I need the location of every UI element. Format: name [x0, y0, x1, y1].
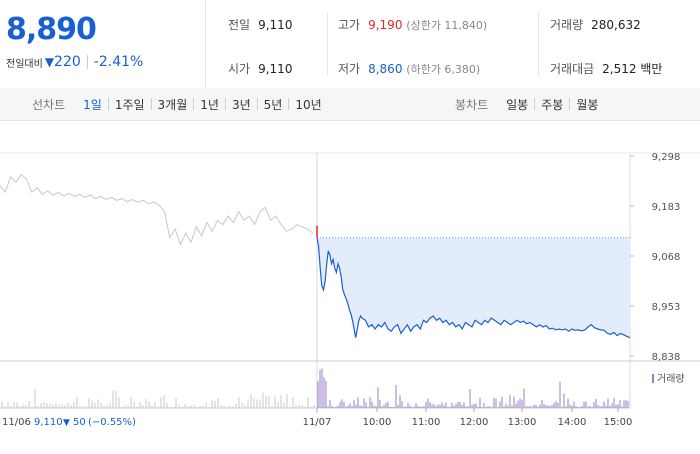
lower-limit: (하한가 6,380)	[406, 63, 481, 76]
tab-weekly-candle[interactable]: 주봉	[541, 97, 564, 112]
down-arrow-icon: ▼	[63, 418, 70, 428]
divider	[86, 55, 88, 69]
price-change: 전일대비 ▼ 220 -2.41%	[6, 54, 143, 70]
line-chart-label: 선차트	[32, 97, 66, 112]
volume-legend-swatch	[652, 374, 654, 383]
quote-header: 8,890 전일대비 ▼ 220 -2.41% 전일 9,110 시가 9,110 …	[0, 0, 700, 89]
upper-limit: (상한가 11,840)	[406, 19, 488, 32]
tab-1week[interactable]: 1주일	[114, 97, 145, 112]
y-tick-label: 8,838	[652, 352, 681, 363]
change-percent: -2.41%	[93, 54, 144, 70]
price-box: 8,890 전일대비 ▼ 220 -2.41%	[0, 0, 206, 88]
divider	[534, 98, 536, 110]
prev-day-close: 9,110	[34, 417, 63, 428]
stat-value: 9,110	[258, 62, 293, 76]
price-chart: 9,298 9,183 9,068 8,953 8,838 거래량 11/07 10:00 11…	[0, 121, 700, 450]
stat-low: 저가 8,860 (하한가 6,380)	[338, 60, 480, 77]
stat-value: 9,190	[368, 18, 403, 32]
stat-label: 저가	[338, 62, 361, 76]
prev-day-change: 50	[73, 417, 86, 428]
prev-day-pct: (−0.55%)	[88, 417, 136, 428]
x-tick-label: 11:00	[412, 417, 441, 428]
tab-10year[interactable]: 10년	[295, 97, 322, 112]
x-tick-label: 14:00	[558, 417, 587, 428]
change-label: 전일대비	[6, 58, 43, 70]
stat-label: 시가	[228, 62, 251, 76]
chart-tabs: 선차트 1일 1주일 3개월 1년 3년 5년 10년 봉차트 일봉 주봉 월봉	[0, 88, 700, 121]
stat-label: 거래대금	[550, 62, 595, 76]
tab-1day[interactable]: 1일	[83, 97, 102, 112]
divider	[256, 98, 258, 110]
y-tick-label: 9,298	[652, 152, 681, 163]
divider	[224, 98, 226, 110]
stat-value: 280,632	[591, 18, 641, 32]
x-tick-label: 15:00	[604, 417, 633, 428]
stat-volume: 거래량 280,632	[550, 16, 641, 33]
current-price: 8,890	[6, 12, 97, 47]
y-tick-label: 8,953	[652, 302, 681, 313]
divider	[193, 98, 195, 110]
tab-1year[interactable]: 1년	[200, 97, 219, 112]
stat-high: 고가 9,190 (상한가 11,840)	[338, 16, 487, 33]
tab-3month[interactable]: 3개월	[157, 97, 188, 112]
x-tick-label: 10:00	[363, 417, 392, 428]
candle-chart-label: 봉차트	[455, 97, 489, 112]
series-fill-11-07	[317, 237, 630, 338]
series-line-11-06	[0, 173, 314, 246]
tab-5year[interactable]: 5년	[263, 97, 283, 112]
divider	[107, 98, 109, 110]
x-tick-label: 13:00	[508, 417, 537, 428]
change-amount: 220	[54, 54, 81, 70]
divider	[569, 98, 571, 110]
prev-day-date: 11/06	[2, 417, 31, 428]
tab-3year[interactable]: 3년	[231, 97, 251, 112]
divider	[288, 98, 290, 110]
x-tick-label: 11/07	[303, 417, 332, 428]
price-chart-svg: 9,298 9,183 9,068 8,953 8,838 거래량 11/07 10:00 11…	[0, 152, 700, 428]
stat-open: 시가 9,110	[228, 60, 292, 77]
divider	[150, 98, 152, 110]
down-arrow-icon: ▼	[44, 55, 55, 69]
stat-label: 거래량	[550, 18, 584, 32]
stat-label: 고가	[338, 18, 361, 32]
series-line-11-07	[316, 237, 631, 339]
volume-legend-label: 거래량	[657, 373, 685, 385]
stat-value: 8,860	[368, 62, 403, 76]
x-tick-label: 12:00	[460, 417, 489, 428]
stat-trade-value: 거래대금 2,512 백만	[550, 60, 662, 77]
divider	[327, 12, 328, 76]
y-tick-label: 9,183	[652, 202, 681, 213]
line-chart-tabs: 선차트 1일 1주일 3개월 1년 3년 5년 10년	[32, 88, 328, 120]
stat-label: 전일	[228, 18, 251, 32]
y-tick-label: 9,068	[652, 252, 681, 263]
candle-chart-tabs: 봉차트 일봉 주봉 월봉	[455, 88, 604, 120]
stat-value: 9,110	[258, 18, 293, 32]
stat-prev-close: 전일 9,110	[228, 16, 292, 33]
stat-value: 2,512 백만	[602, 62, 663, 76]
tab-daily-candle[interactable]: 일봉	[506, 97, 529, 112]
divider	[538, 12, 539, 76]
tab-monthly-candle[interactable]: 월봉	[576, 97, 599, 112]
